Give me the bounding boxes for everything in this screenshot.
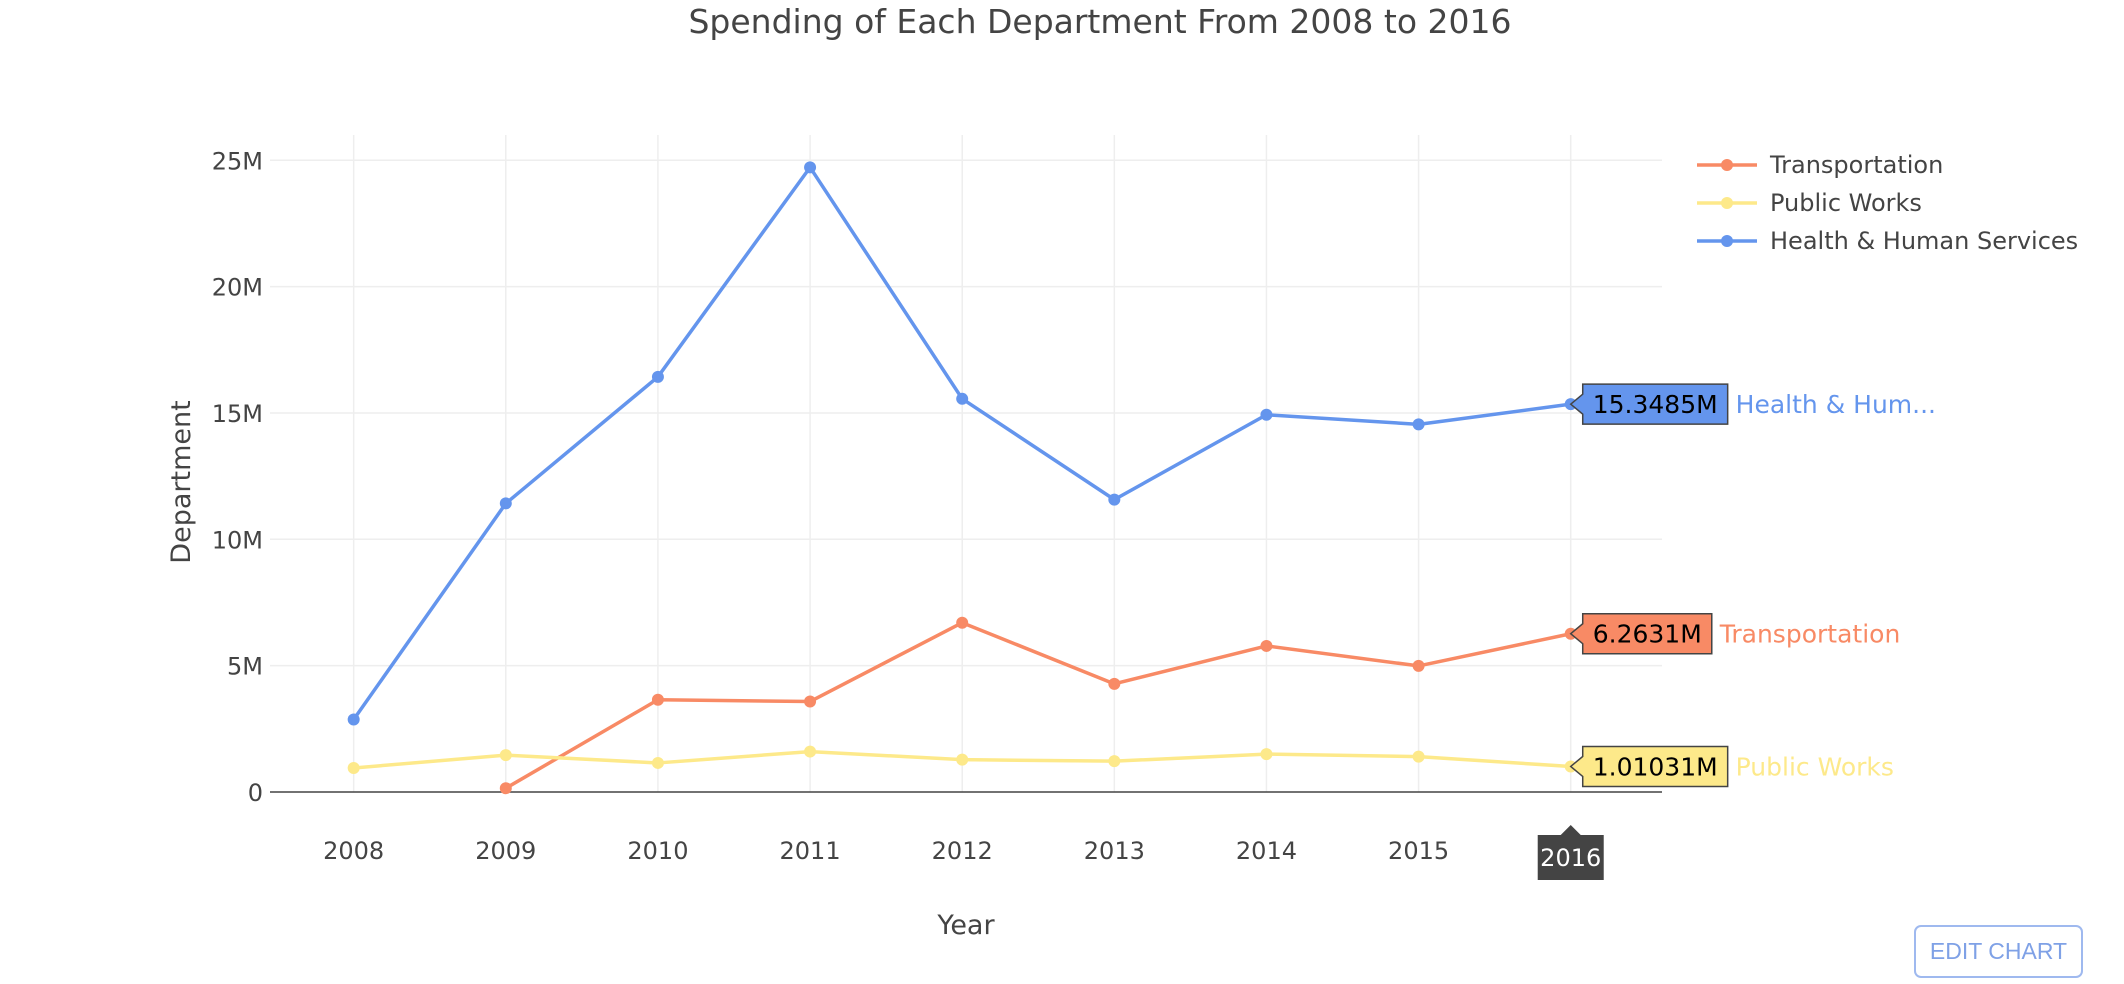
hover-series-name: Public Works: [1736, 752, 1894, 781]
hover-x-label: 2016: [1537, 825, 1604, 880]
legend-marker: [1721, 197, 1733, 209]
y-tick-label: 10M: [212, 526, 263, 554]
data-point[interactable]: [651, 370, 664, 383]
hover-value-text: 15.3485M: [1593, 390, 1718, 419]
y-tick-label: 5M: [227, 653, 263, 681]
hover-value-box: [1569, 612, 1713, 655]
data-point[interactable]: [1412, 750, 1425, 763]
hover-series-name: Transportation: [1719, 620, 1901, 649]
legend-marker: [1721, 235, 1733, 247]
data-point[interactable]: [1260, 639, 1273, 652]
data-point[interactable]: [1108, 493, 1121, 506]
y-tick-label: 25M: [212, 147, 263, 175]
legend-item[interactable]: Public Works: [1697, 189, 1922, 217]
series-layer: [347, 161, 1577, 795]
y-axis-title: Department: [166, 400, 197, 563]
edit-chart-button[interactable]: EDIT CHART: [1914, 925, 2083, 978]
legend-label: Transportation: [1769, 151, 1943, 179]
data-point[interactable]: [347, 713, 360, 726]
data-point[interactable]: [1260, 408, 1273, 421]
y-tick-label: 0: [248, 779, 263, 807]
hover-series-name: Health & Hum...: [1736, 390, 1936, 419]
legend-label: Public Works: [1770, 189, 1922, 217]
legend-marker: [1721, 159, 1733, 171]
hover-value-text: 6.2631M: [1593, 620, 1702, 649]
legend-item[interactable]: Health & Human Services: [1697, 227, 2078, 255]
data-point[interactable]: [651, 756, 664, 769]
hover-value-text: 1.01031M: [1593, 752, 1718, 781]
data-point[interactable]: [804, 745, 817, 758]
data-point[interactable]: [499, 497, 512, 510]
data-point[interactable]: [499, 782, 512, 795]
grid-layer: [270, 135, 1662, 792]
x-tick-label: 2008: [323, 837, 384, 865]
series-line: [504, 620, 1572, 790]
data-point[interactable]: [1260, 748, 1273, 761]
x-axis-title: Year: [936, 910, 995, 941]
x-tick-label: 2015: [1388, 837, 1449, 865]
hover-layer: 2016 15.3485M Health & Hum... 6.2631M Transp…: [1537, 383, 1936, 880]
x-tick-label: 2013: [1084, 837, 1145, 865]
data-point[interactable]: [956, 616, 969, 629]
hover-value-label: 1.01031M Public Works: [1569, 745, 1894, 788]
data-point[interactable]: [347, 761, 360, 774]
x-tick-label: 2010: [627, 837, 688, 865]
data-point[interactable]: [956, 392, 969, 405]
x-tick-label: 2014: [1236, 837, 1297, 865]
hover-value-label: 15.3485M Health & Hum...: [1569, 383, 1936, 425]
chart-title: Spending of Each Department From 2008 to…: [688, 2, 1511, 41]
legend-label: Health & Human Services: [1770, 227, 2078, 255]
legend-item[interactable]: Transportation: [1697, 151, 1943, 179]
data-point[interactable]: [956, 753, 969, 766]
x-tick-label: 2012: [932, 837, 993, 865]
hover-value-label: 6.2631M Transportation: [1569, 612, 1901, 655]
legend[interactable]: Transportation Public Works Health & Human…: [1697, 151, 2078, 255]
x-tick-label: 2011: [780, 837, 841, 865]
hover-value-box: [1569, 745, 1729, 788]
data-point[interactable]: [499, 749, 512, 762]
hover-x-pointer: [1560, 825, 1581, 835]
y-tick-label: 15M: [212, 400, 263, 428]
data-point[interactable]: [1412, 418, 1425, 431]
hover-x-text: 2016: [1540, 844, 1601, 872]
hover-value-box: [1569, 383, 1729, 425]
data-point[interactable]: [1108, 755, 1121, 768]
data-point[interactable]: [804, 161, 817, 174]
data-point[interactable]: [1412, 659, 1425, 672]
data-point[interactable]: [1108, 677, 1121, 690]
data-point[interactable]: [804, 695, 817, 708]
x-tick-label: 2009: [475, 837, 536, 865]
y-tick-label: 20M: [212, 274, 263, 302]
data-point[interactable]: [651, 693, 664, 706]
hover-x-box: [1537, 835, 1604, 880]
